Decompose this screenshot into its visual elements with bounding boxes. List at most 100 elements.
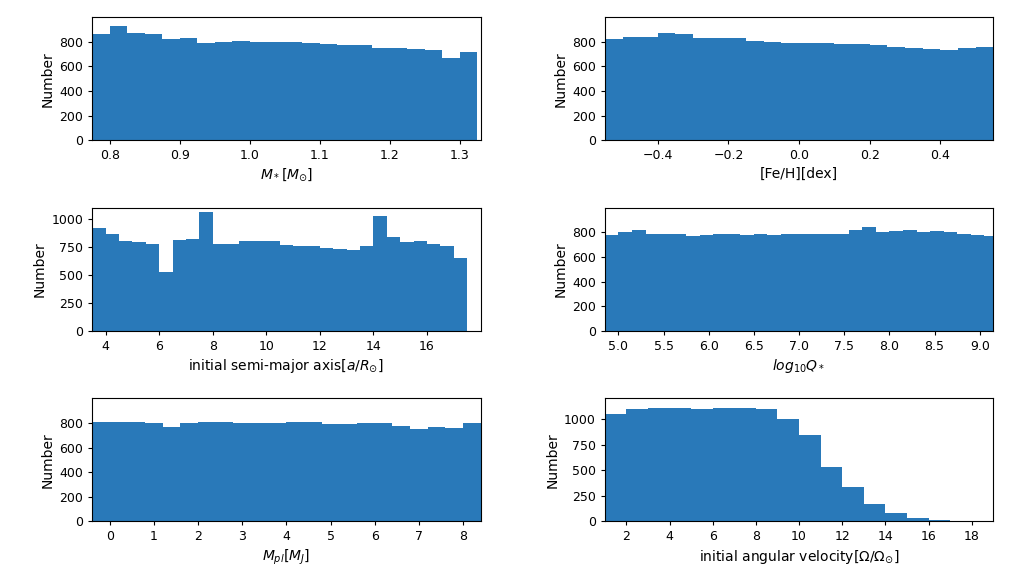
- Bar: [888, 47, 905, 140]
- Bar: [319, 248, 333, 331]
- Bar: [849, 230, 862, 331]
- Bar: [795, 234, 808, 331]
- Bar: [727, 234, 740, 331]
- Bar: [728, 38, 746, 140]
- Bar: [463, 423, 480, 521]
- Bar: [976, 47, 993, 140]
- Bar: [337, 45, 354, 140]
- Bar: [144, 34, 162, 140]
- Bar: [427, 244, 440, 331]
- Bar: [92, 422, 110, 521]
- Bar: [958, 48, 976, 140]
- Bar: [673, 234, 686, 331]
- Bar: [627, 409, 648, 521]
- Bar: [605, 414, 627, 521]
- Bar: [903, 230, 916, 331]
- Bar: [835, 44, 852, 140]
- Y-axis label: Number: Number: [33, 241, 47, 297]
- Bar: [746, 41, 764, 140]
- Bar: [890, 231, 903, 331]
- X-axis label: $M_{pl}[M_J]$: $M_{pl}[M_J]$: [262, 548, 310, 567]
- Bar: [268, 423, 287, 521]
- Bar: [454, 258, 467, 331]
- Bar: [734, 407, 756, 521]
- Bar: [929, 520, 950, 521]
- Bar: [319, 44, 337, 140]
- Bar: [357, 423, 375, 521]
- Bar: [127, 422, 145, 521]
- Bar: [817, 43, 835, 140]
- Bar: [886, 513, 907, 521]
- Bar: [445, 428, 463, 521]
- Bar: [253, 241, 266, 331]
- Bar: [676, 34, 693, 140]
- Bar: [713, 407, 734, 521]
- Bar: [374, 215, 387, 331]
- Bar: [387, 237, 400, 331]
- Bar: [905, 48, 923, 140]
- Bar: [198, 43, 215, 140]
- Bar: [180, 423, 198, 521]
- Bar: [781, 43, 799, 140]
- Bar: [605, 235, 618, 331]
- Bar: [251, 423, 268, 521]
- Bar: [862, 227, 876, 331]
- Bar: [442, 58, 460, 140]
- Bar: [440, 246, 454, 331]
- Bar: [711, 38, 728, 140]
- Y-axis label: Number: Number: [41, 432, 55, 488]
- Bar: [414, 241, 427, 331]
- Bar: [145, 423, 163, 521]
- Bar: [215, 42, 232, 140]
- Bar: [145, 244, 159, 331]
- Bar: [333, 249, 347, 331]
- Bar: [640, 37, 657, 140]
- Bar: [287, 422, 304, 521]
- Bar: [670, 407, 691, 521]
- Bar: [285, 42, 302, 140]
- Bar: [159, 272, 172, 331]
- Bar: [971, 235, 984, 331]
- Bar: [132, 242, 145, 331]
- Bar: [659, 234, 673, 331]
- Bar: [836, 234, 849, 331]
- Bar: [92, 228, 105, 331]
- Bar: [400, 242, 414, 331]
- Bar: [293, 246, 306, 331]
- Bar: [233, 423, 251, 521]
- Bar: [460, 52, 477, 140]
- Bar: [360, 246, 374, 331]
- Bar: [923, 49, 940, 140]
- Bar: [198, 422, 216, 521]
- Bar: [799, 435, 820, 521]
- Bar: [940, 50, 958, 140]
- X-axis label: initial semi-major axis$[a/R_{\odot}]$: initial semi-major axis$[a/R_{\odot}]$: [188, 357, 384, 375]
- Bar: [648, 407, 670, 521]
- Bar: [354, 45, 372, 140]
- Bar: [213, 244, 226, 331]
- Bar: [657, 33, 676, 140]
- Bar: [764, 42, 781, 140]
- Bar: [754, 234, 767, 331]
- Bar: [808, 234, 821, 331]
- X-axis label: [Fe/H][dex]: [Fe/H][dex]: [760, 166, 838, 180]
- Bar: [232, 41, 250, 140]
- Y-axis label: Number: Number: [554, 241, 567, 297]
- Bar: [186, 239, 200, 331]
- Bar: [907, 519, 929, 521]
- Bar: [375, 423, 392, 521]
- Bar: [605, 40, 623, 140]
- Bar: [267, 42, 285, 140]
- Bar: [280, 245, 293, 331]
- Bar: [408, 49, 425, 140]
- Bar: [693, 38, 711, 140]
- Bar: [623, 37, 640, 140]
- Bar: [618, 233, 632, 331]
- Bar: [767, 235, 781, 331]
- Bar: [92, 34, 110, 140]
- Bar: [864, 504, 886, 521]
- Bar: [425, 50, 442, 140]
- Y-axis label: Number: Number: [554, 51, 567, 107]
- Bar: [821, 234, 836, 331]
- Bar: [428, 427, 445, 521]
